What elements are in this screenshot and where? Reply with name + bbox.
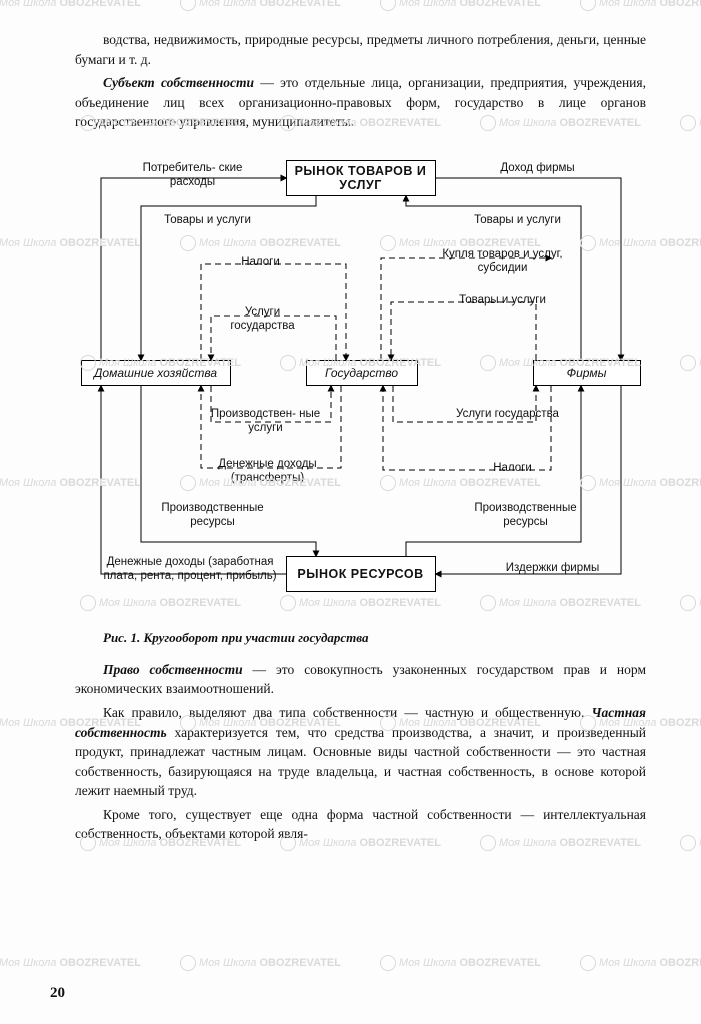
watermark-tile: Моя Школа OBOZREVATEL [0, 955, 141, 971]
label-gov-services-left: Услуги государства [211, 306, 315, 334]
box-goods-market: РЫНОК ТОВАРОВ И УСЛУГ [286, 160, 436, 196]
label-taxes-left: Налоги [229, 256, 293, 270]
label-transfers: Денежные доходы (трансферты) [191, 458, 345, 486]
label-prod-resources-right: Производственные ресурсы [449, 502, 603, 530]
circular-flow-diagram: РЫНОК ТОВАРОВ И УСЛУГ РЫНОК РЕСУРСОВ Дом… [81, 146, 641, 616]
term-subject: Субъект собственности [103, 75, 254, 90]
paragraph-top-1: водства, недвижимость, природные ресурсы… [75, 30, 646, 69]
figure-caption: Рис. 1. Кругооборот при участии государс… [103, 630, 646, 646]
watermark-tile: Моя Школа OBOZREVATEL [180, 955, 341, 971]
label-firm-income: Доход фирмы [481, 162, 595, 176]
page-number: 20 [50, 985, 65, 1002]
paragraph-3: Право собственности — это совокупность у… [75, 660, 646, 699]
label-consumer-expenses: Потребитель- ские расходы [136, 162, 250, 190]
box-resource-market: РЫНОК РЕСУРСОВ [286, 556, 436, 592]
label-taxes-right: Налоги [471, 462, 555, 476]
label-firm-costs: Издержки фирмы [501, 562, 605, 576]
label-prod-resources-left: Производственные ресурсы [136, 502, 290, 530]
label-gov-services-right: Услуги государства [451, 408, 565, 422]
term-property-right: Право собственности [103, 662, 243, 677]
watermark-tile: Моя Школа OBOZREVATEL [380, 955, 541, 971]
box-government: Государство [306, 360, 418, 386]
label-money-income: Денежные доходы (заработная плата, рента… [101, 556, 280, 584]
p4-lead: Как правило, выделяют два типа собственн… [103, 705, 591, 720]
label-buy-goods: Купля товаров и услуг, субсидии [431, 248, 575, 276]
label-goods-left: Товары и услуги [161, 214, 255, 228]
box-firms: Фирмы [533, 360, 641, 386]
label-goods-right: Товары и услуги [471, 214, 565, 228]
watermark-tile: Моя Школа OBOZREVATEL [580, 955, 701, 971]
paragraph-top-2: Субъект собственности — это отдельные ли… [75, 73, 646, 132]
box-households: Домашние хозяйства [81, 360, 231, 386]
paragraph-4: Как правило, выделяют два типа собственн… [75, 703, 646, 801]
paragraph-5: Кроме того, существует еще одна форма ча… [75, 805, 646, 844]
label-prod-services: Производствен- ные услуги [199, 408, 333, 436]
label-goods-right-2: Товары и услуги [451, 294, 555, 308]
